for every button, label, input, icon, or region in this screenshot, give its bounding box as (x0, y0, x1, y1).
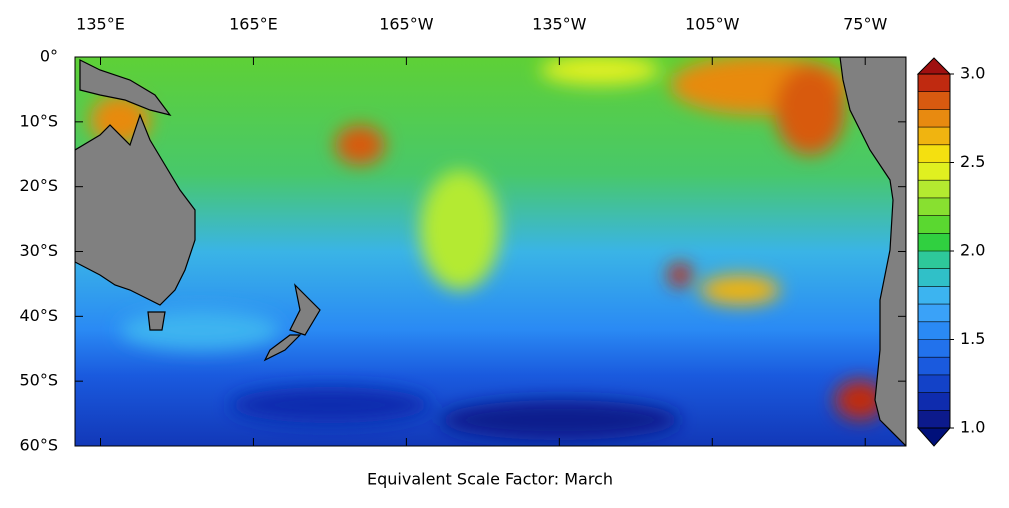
colorbar-band (918, 180, 950, 199)
colorbar-band (918, 410, 950, 429)
new-zealand-north (289, 283, 321, 336)
lon-tick-label: 105°W (685, 15, 740, 34)
lon-tick-label: 165°W (379, 15, 434, 34)
colorbar-under (916, 427, 952, 447)
lat-tick-label: 30°S (19, 241, 58, 260)
australia (75, 113, 196, 306)
colorbar-band (918, 392, 950, 411)
colorbar-over (916, 57, 952, 75)
colorbar-band (918, 197, 950, 216)
colorbar-band (918, 74, 950, 92)
lon-tick-label: 165°E (229, 15, 278, 34)
south-america (839, 57, 906, 446)
colorbar-tick-label: 1.0 (960, 418, 985, 437)
tasmania (147, 311, 166, 331)
colorbar-band (918, 374, 950, 393)
colorbar-band (918, 144, 950, 163)
colorbar-band (918, 268, 950, 287)
lat-tick-label: 50°S (19, 371, 58, 390)
field (75, 57, 906, 446)
colorbar-band (918, 339, 950, 358)
colorbar-band (918, 91, 950, 110)
lat-tick-label: 20°S (19, 176, 58, 195)
colorbar-band (918, 233, 950, 252)
colorbar-band (918, 357, 950, 376)
lat-tick-label: 10°S (19, 111, 58, 130)
colorbar-tick-label: 3.0 (960, 64, 985, 83)
colorbar-band (918, 109, 950, 128)
map-title: Equivalent Scale Factor: March (367, 470, 613, 489)
colorbar-tick-label: 2.0 (960, 241, 985, 260)
colorbar-tick-label: 1.5 (960, 329, 985, 348)
lat-tick-label: 40°S (19, 306, 58, 325)
colorbar-band (918, 127, 950, 146)
colorbar-band (918, 321, 950, 340)
lat-tick-label: 0° (40, 47, 58, 66)
new-guinea (79, 59, 172, 116)
colorbar-band (918, 286, 950, 305)
lon-tick-label: 75°W (843, 15, 887, 34)
colorbar-band (918, 304, 950, 323)
colorbar-band (918, 251, 950, 269)
colorbar-band (918, 215, 950, 234)
lon-tick-label: 135°W (532, 15, 587, 34)
colorbar-band (918, 162, 950, 181)
new-zealand-south (263, 334, 302, 362)
lon-tick-label: 135°E (76, 15, 125, 34)
lat-tick-label: 60°S (19, 436, 58, 455)
colorbar-tick-label: 2.5 (960, 152, 985, 171)
